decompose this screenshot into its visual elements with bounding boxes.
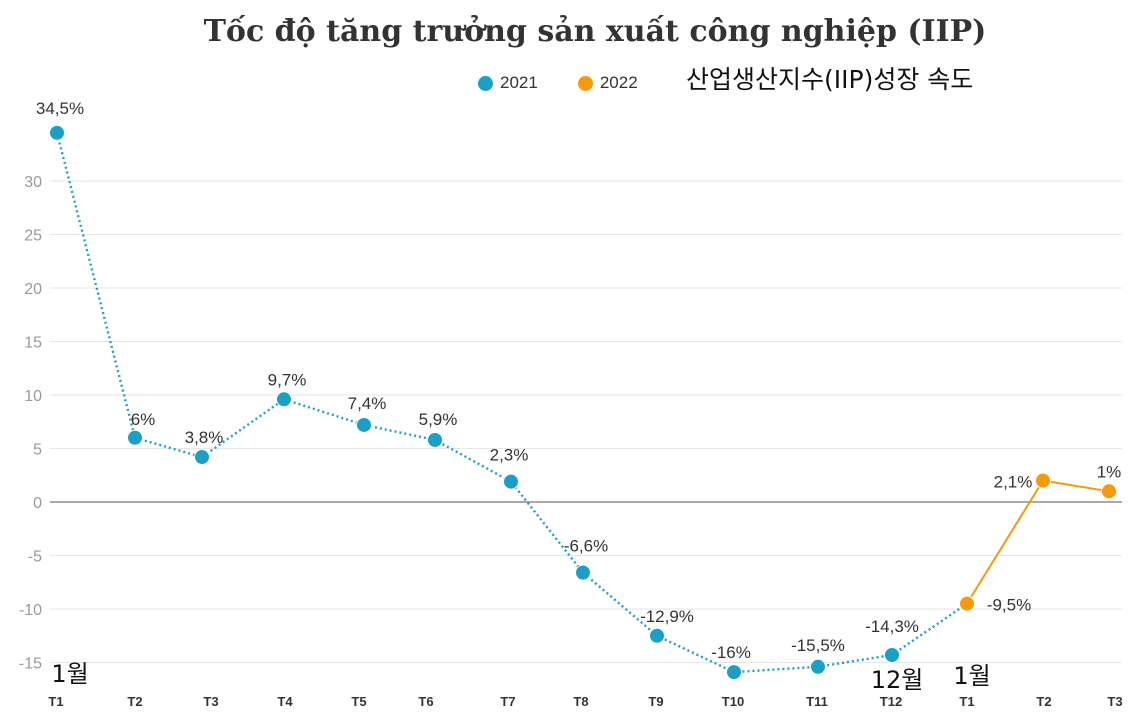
data-point-2021[interactable] — [810, 658, 826, 675]
legend-marker-2021 — [478, 75, 493, 91]
data-point-2021[interactable] — [649, 627, 665, 644]
x-tick-label: T9 — [648, 694, 663, 709]
y-tick-label: 0 — [33, 495, 42, 512]
x-tick-label: T6 — [418, 694, 433, 709]
data-label: -16% — [711, 643, 751, 662]
annotation-month: 1월 — [953, 662, 990, 690]
data-point-2021[interactable] — [503, 473, 519, 490]
annotation-month: 1월 — [51, 660, 88, 688]
data-label: 3,8% — [185, 428, 224, 447]
x-tick-label: T8 — [573, 694, 588, 709]
y-tick-label: 25 — [24, 228, 42, 245]
data-label: -15,5% — [791, 636, 845, 655]
data-point-2022[interactable] — [959, 595, 975, 612]
x-tick-label: T10 — [722, 694, 744, 709]
series-line-2022 — [966, 479, 1110, 605]
x-tick-label: T3 — [203, 694, 218, 709]
chart-title: Tốc độ tăng trưởng sản xuất công nghiệp … — [203, 14, 987, 49]
data-label: 9,7% — [268, 370, 307, 389]
data-label: -9,5% — [987, 596, 1031, 615]
data-point-2021[interactable] — [884, 647, 900, 664]
legend-label-2021: 2021 — [500, 73, 538, 92]
x-tick-label: T12 — [880, 694, 902, 709]
y-tick-label: 15 — [24, 335, 42, 352]
legend-marker-2022 — [577, 75, 593, 91]
x-tick-label: T5 — [351, 694, 366, 709]
legend-label-2022: 2022 — [599, 73, 638, 92]
x-tick-label: T7 — [500, 694, 515, 709]
data-point-2021[interactable] — [356, 416, 372, 433]
x-tick-label: T2 — [127, 694, 142, 709]
series-line-2021 — [55, 132, 968, 674]
data-label: 7,4% — [348, 394, 387, 413]
data-point-2022[interactable] — [1101, 483, 1117, 500]
data-point-2021[interactable] — [276, 391, 292, 408]
data-point-2021[interactable] — [726, 664, 742, 681]
x-tick-label: T1 — [48, 694, 63, 709]
data-point-2021[interactable] — [127, 429, 143, 446]
data-label: 6% — [131, 410, 156, 429]
x-tick-label: T4 — [277, 694, 293, 709]
data-point-2021[interactable] — [575, 564, 591, 581]
y-tick-label: 10 — [24, 388, 42, 405]
data-point-2022[interactable] — [1035, 472, 1051, 489]
data-label: -14,3% — [865, 617, 919, 636]
overlay-title: 산업생산지수(IIP)성장 속도 — [686, 65, 974, 94]
data-label: -12,9% — [640, 607, 694, 626]
x-tick-label: T3 — [1107, 694, 1122, 709]
x-tick-label: T1 — [959, 694, 974, 709]
y-tick-label: -5 — [28, 549, 42, 566]
y-tick-label: -15 — [19, 656, 42, 673]
data-label: 2,1% — [994, 473, 1033, 492]
legend: 2021 2022 — [478, 68, 678, 98]
legend-item-2021[interactable]: 2021 — [478, 73, 538, 93]
y-tick-label: 30 — [24, 174, 42, 191]
data-label: -6,6% — [564, 537, 608, 556]
x-tick-label: T11 — [806, 694, 828, 709]
data-label: 34,5% — [36, 99, 84, 118]
y-tick-label: 5 — [33, 442, 42, 459]
y-tick-label: -10 — [19, 602, 42, 619]
y-tick-label: 20 — [24, 281, 42, 298]
annotation-month: 12월 — [871, 666, 924, 694]
data-point-2021[interactable] — [427, 431, 443, 448]
data-label: 1% — [1097, 462, 1122, 481]
data-label: 2,3% — [490, 446, 529, 465]
data-point-2021[interactable] — [194, 449, 210, 466]
legend-item-2022[interactable]: 2022 — [577, 73, 638, 93]
data-point-2021[interactable] — [49, 124, 65, 141]
data-label: 5,9% — [419, 410, 458, 429]
x-tick-label: T2 — [1036, 694, 1051, 709]
